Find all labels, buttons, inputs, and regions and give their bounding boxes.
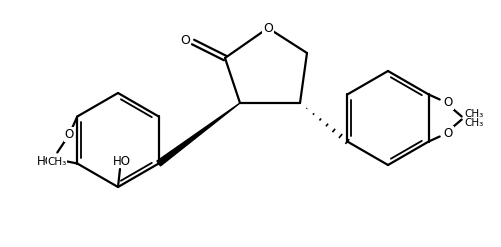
Text: CH₃: CH₃ [465, 108, 484, 119]
Text: O: O [180, 34, 190, 46]
Text: CH₃: CH₃ [48, 157, 67, 166]
Text: O: O [263, 21, 273, 35]
Text: O: O [65, 128, 74, 141]
Text: O: O [444, 96, 453, 109]
Text: HO: HO [37, 155, 55, 168]
Text: O: O [444, 127, 453, 140]
Text: HO: HO [113, 155, 131, 167]
Polygon shape [157, 103, 240, 166]
Text: CH₃: CH₃ [465, 118, 484, 127]
